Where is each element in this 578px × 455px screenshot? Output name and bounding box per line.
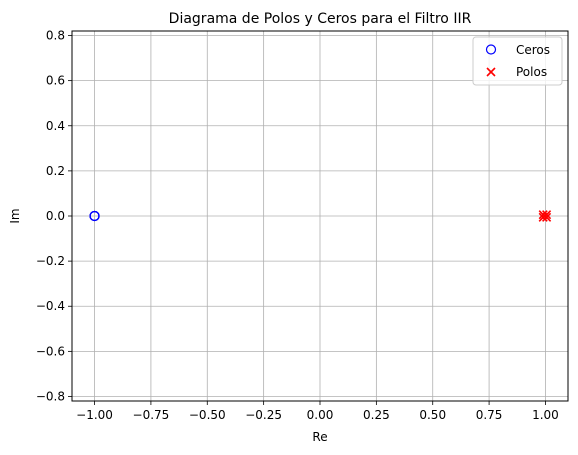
x-tick-label: −1.00 [76,408,113,422]
y-tick-label: 0.8 [46,29,65,43]
y-tick-label: 0.4 [46,119,65,133]
x-tick-label: 0.50 [419,408,446,422]
legend-ceros-label: Ceros [516,43,550,57]
legend: Ceros Polos [472,36,563,86]
plot-frame [71,30,569,402]
y-tick-label: 0.0 [46,209,65,223]
y-tick-label: −0.2 [36,254,65,268]
x-tick-label: 1.00 [532,408,559,422]
y-axis-label: Im [8,208,22,223]
data-points [89,210,552,222]
chart-title: Diagrama de Polos y Ceros para el Filtro… [169,11,472,27]
x-tick-label: −0.25 [245,408,282,422]
y-tick-label: −0.4 [36,299,65,313]
legend-ceros-marker [485,44,497,55]
legend-polos-label: Polos [516,65,547,79]
y-tick-label: −0.6 [36,344,65,358]
y-tick-label: 0.6 [46,74,65,88]
legend-polos-marker [486,67,496,77]
x-tick-label: 0.00 [307,408,334,422]
x-axis-label: Re [312,430,327,444]
x-tick-label: 0.75 [476,408,503,422]
grid-lines [72,31,568,401]
y-tick-label: −0.8 [36,389,65,403]
x-tick-label: −0.75 [133,408,170,422]
y-tick-label: 0.2 [46,164,65,178]
pole-marker [542,210,552,220]
pole-marker [542,212,552,222]
x-tick-label: −0.50 [189,408,226,422]
axis-ticks: −1.00 −0.75 −0.50 −0.25 0.00 0.25 0.50 0.75 1.00… [36,29,559,422]
x-tick-label: 0.25 [363,408,390,422]
zero-marker [89,210,100,222]
